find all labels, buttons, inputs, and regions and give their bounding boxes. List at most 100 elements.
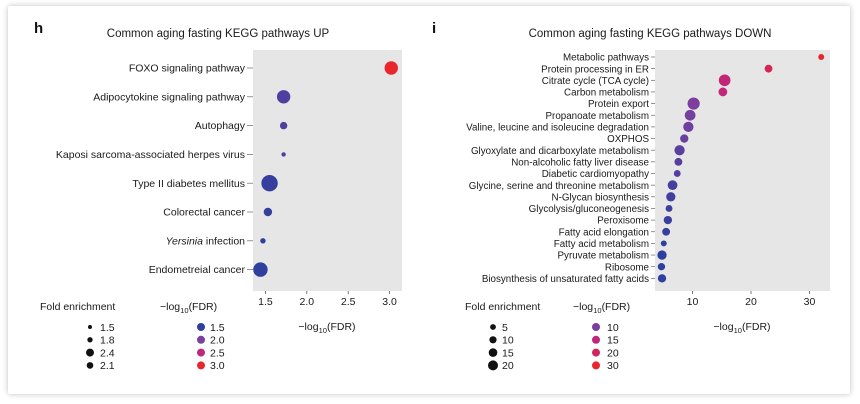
x-axis-label: −log10(FDR) <box>298 321 355 335</box>
color-legend-dot <box>592 335 600 344</box>
pathway-label-rest: infection <box>203 235 245 247</box>
pathway-label: Autophagy <box>195 120 246 132</box>
x-axis-label-prefix: −log <box>298 321 318 333</box>
pathway-label: Colorectal cancer <box>163 207 245 219</box>
pathway-label: Metabolic pathways <box>563 53 649 64</box>
size-legend-label: 20 <box>502 360 514 372</box>
size-legend-label: 1.5 <box>100 322 115 334</box>
pathway-label: Ribosome <box>605 262 650 273</box>
pathway-label: Endometreial cancer <box>149 264 246 276</box>
color-legend-dot <box>197 361 205 370</box>
data-point <box>657 274 667 283</box>
data-point <box>674 157 683 166</box>
pathway-label: Biosynthesis of unsaturated fatty acids <box>482 274 649 285</box>
data-point <box>279 121 288 130</box>
pathway-label: Glyoxylate and dicarboxylate metabolism <box>471 146 649 157</box>
size-legend-label: 1.8 <box>100 335 115 347</box>
color-legend-title-suffix: (FDR) <box>189 301 218 313</box>
size-legend-dot <box>488 360 498 371</box>
chart-title: Common aging fasting KEGG pathways UP <box>107 28 330 40</box>
size-legend-label: 2.1 <box>100 360 115 372</box>
data-point <box>683 121 694 133</box>
pathway-label: Glycine, serine and threonine metabolism <box>469 181 649 192</box>
pathway-label: Diabetic cardiomyopathy <box>542 169 649 180</box>
x-axis-label-prefix: −log <box>713 321 733 333</box>
x-tick-label: 20 <box>745 296 757 308</box>
size-legend-dot <box>87 337 93 343</box>
pathway-label: Non-alcoholic fatty liver disease <box>511 157 649 168</box>
size-legend-title: Fold enrichment <box>40 301 115 313</box>
pathway-label: Glycolysis/gluconeogenesis <box>529 204 649 215</box>
pathway-label: Protein processing in ER <box>541 64 649 75</box>
data-point <box>253 262 268 277</box>
data-point <box>662 227 671 236</box>
color-legend-dot <box>197 323 205 331</box>
color-legend-title-sub: 10 <box>593 306 601 315</box>
size-legend-dot <box>86 348 94 357</box>
data-point <box>684 109 696 121</box>
data-point <box>281 152 286 157</box>
pathway-label-italic: Yersinia <box>166 235 204 247</box>
data-point <box>276 90 291 104</box>
color-legend-dot <box>197 335 205 344</box>
data-point <box>663 215 673 225</box>
color-legend-label: 2.5 <box>210 347 225 359</box>
panel-i: i Common aging fasting KEGG pathways DOWN… <box>432 20 830 372</box>
color-legend-dot <box>592 361 600 370</box>
size-legend-dot <box>489 336 497 344</box>
data-point <box>660 240 667 247</box>
data-point <box>687 97 700 110</box>
data-point <box>680 134 689 143</box>
size-legend-label: 2.4 <box>100 347 115 359</box>
data-point <box>764 64 773 73</box>
data-point <box>263 207 273 217</box>
color-legend-label: 1.5 <box>210 322 225 334</box>
color-legend-label: 2.0 <box>210 335 225 347</box>
data-point <box>718 74 731 87</box>
panel-h: h Common aging fasting KEGG pathways UP 1.… <box>34 20 402 372</box>
pathway-label: Kaposi sarcoma-associated herpes virus <box>56 149 245 161</box>
color-legend-dot <box>197 348 205 357</box>
size-legend-dot <box>88 325 92 329</box>
data-point <box>261 175 278 192</box>
pathway-label: Fatty acid elongation <box>559 227 649 238</box>
panel-letter: i <box>432 20 436 37</box>
pathway-label: Type II diabetes mellitus <box>132 178 245 190</box>
color-legend-label: 3.0 <box>210 360 225 372</box>
x-axis-label-sub: 10 <box>319 326 327 335</box>
color-legend-dot <box>592 348 600 357</box>
pathway-label: Pyruvate metabolism <box>558 251 649 262</box>
x-axis-label-suffix: (FDR) <box>742 321 771 333</box>
pathway-label: OXPHOS <box>607 134 649 145</box>
x-tick-label: 10 <box>687 296 699 308</box>
color-legend-label: 20 <box>607 347 619 359</box>
data-point <box>673 170 681 177</box>
data-point <box>657 250 667 260</box>
x-tick-label: 1.5 <box>258 296 273 308</box>
size-legend-dot <box>490 324 496 330</box>
color-legend-title-prefix: −log <box>573 301 593 313</box>
x-tick-label: 30 <box>804 296 816 308</box>
x-tick-label: 2.5 <box>341 296 356 308</box>
data-point <box>384 61 398 75</box>
x-tick-label: 2.0 <box>300 296 315 308</box>
pathway-label: Valine, leucine and isoleucine degradati… <box>466 123 649 134</box>
pathway-label: Fatty acid metabolism <box>554 239 649 250</box>
pathway-label: Propanoate metabolism <box>546 111 649 122</box>
data-point <box>665 205 673 212</box>
data-point <box>667 180 678 191</box>
data-point <box>666 192 676 202</box>
color-legend-dot <box>592 323 600 331</box>
data-point <box>657 263 666 271</box>
panel-letter: h <box>34 20 43 37</box>
color-legend-label: 30 <box>607 360 619 372</box>
pathway-label: Adipocytokine signaling pathway <box>93 91 246 103</box>
color-legend-title-sub: 10 <box>180 306 188 315</box>
pathway-label: Carbon metabolism <box>564 88 649 99</box>
size-legend-label: 10 <box>502 335 514 347</box>
size-legend-label: 5 <box>502 322 508 334</box>
size-legend-dot <box>86 362 94 369</box>
data-point <box>718 87 728 97</box>
plot-area <box>655 50 830 291</box>
